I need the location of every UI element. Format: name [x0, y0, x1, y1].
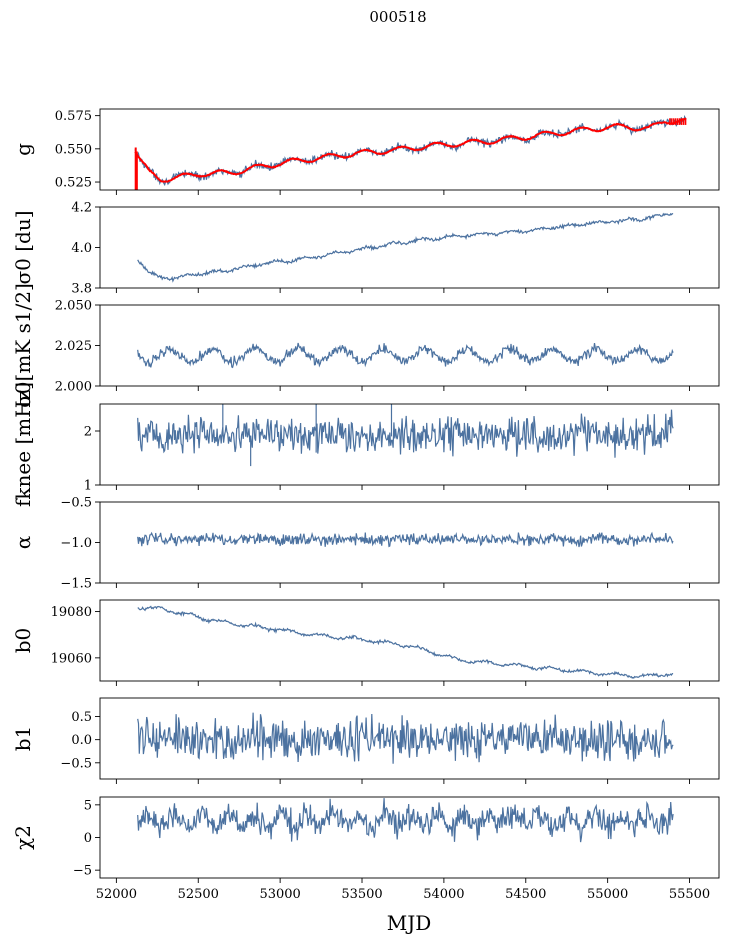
x-tick-label-52000: 52000 [96, 887, 137, 902]
panel-sigma0_du: 3.8 4.0 4.2 σ0 [du] [11, 201, 720, 297]
y-axis-label-b0: b0 [11, 628, 35, 654]
series-line-b1 [137, 712, 674, 764]
y-tick-label-alpha-1: −1.0 [60, 536, 92, 551]
series-line-g [134, 114, 687, 187]
fit-line-g [134, 117, 687, 183]
y-tick-label-g-2: 0.575 [55, 109, 92, 124]
y-tick-label-sigma0_du-0: 3.8 [71, 282, 92, 297]
y-tick-label-sigma0_du-2: 4.2 [71, 201, 92, 216]
series-line-sigma0_du [137, 212, 674, 283]
y-tick-label-g-1: 0.550 [55, 142, 92, 157]
x-tick-label-54500: 54500 [505, 887, 546, 902]
axes-frame-fknee [99, 403, 720, 486]
y-tick-label-sigma0_du-1: 4.0 [71, 241, 92, 256]
y-tick-label-fknee-1: 2 [84, 425, 92, 440]
x-tick-label-55000: 55000 [587, 887, 628, 902]
y-axis-label-alpha: α [11, 536, 35, 550]
x-tick-label-55500: 55500 [669, 887, 710, 902]
y-tick-label-sigma0_mk-0: 2.000 [55, 380, 92, 395]
series-line-chi2 [137, 798, 674, 843]
y-tick-label-g-0: 0.525 [55, 176, 92, 191]
axes-frame-b1 [99, 697, 720, 780]
series-line-alpha [137, 531, 674, 548]
panel-g: 0.525 0.550 0.575 g [11, 108, 720, 195]
series-group-g [134, 114, 687, 190]
series-group-b1 [137, 712, 674, 764]
y-axis-label-fknee: fknee [mHz] [11, 382, 35, 507]
y-tick-label-chi2-1: 0 [84, 831, 92, 846]
y-tick-label-b0-1: 19080 [51, 605, 92, 620]
y-tick-label-alpha-2: −0.5 [60, 496, 92, 511]
x-tick-label-53500: 53500 [341, 887, 382, 902]
axes-frame-g [99, 108, 720, 191]
series-group-sigma0_mk [137, 342, 674, 369]
y-tick-label-b1-0: −0.5 [60, 756, 92, 771]
y-tick-label-b1-2: 0.5 [71, 710, 92, 725]
y-tick-label-b0-0: 19060 [51, 651, 92, 666]
panel-fknee: 1 2 fknee [mHz] [11, 382, 720, 507]
y-tick-label-chi2-0: −5 [73, 864, 92, 879]
panel-b1: −0.5 0.0 0.5 b1 [11, 697, 720, 784]
y-axis-label-b1: b1 [11, 726, 35, 752]
panel-chi2: 52000 52500 53000 53500 54000 54500 55000 55500… [11, 796, 720, 902]
panel-sigma0_mk: 2.000 2.025 2.050 σ0[mK s1/2] [11, 283, 720, 408]
series-group-fknee [137, 404, 674, 467]
x-tick-label-52500: 52500 [178, 887, 219, 902]
series-line-sigma0_mk [137, 342, 674, 369]
y-tick-label-fknee-0: 1 [84, 479, 92, 494]
y-tick-label-b1-1: 0.0 [71, 733, 92, 748]
axes-frame-sigma0_mk [99, 304, 720, 387]
axes-frame-chi2 [99, 796, 720, 879]
y-tick-label-sigma0_mk-1: 2.025 [55, 339, 92, 354]
x-tick-label-54000: 54000 [423, 887, 464, 902]
series-group-b0 [137, 605, 674, 679]
y-tick-label-chi2-2: 5 [84, 798, 92, 813]
y-tick-label-alpha-0: −1.5 [60, 577, 92, 592]
y-axis-label-sigma0_du: σ0 [du] [11, 210, 35, 284]
y-axis-label-chi2: χ2 [11, 825, 35, 850]
series-group-chi2 [137, 798, 674, 843]
panel-b0: 19060 19080 b0 [11, 599, 720, 686]
y-tick-label-sigma0_mk-2: 2.050 [55, 299, 92, 314]
y-axis-label-g: g [11, 143, 35, 156]
series-line-b0 [137, 605, 674, 679]
x-axis-label: MJD [387, 911, 432, 935]
y-axis-label-sigma0_mk: σ0[mK s1/2] [11, 283, 35, 408]
x-tick-label-53000: 53000 [259, 887, 300, 902]
series-group-alpha [137, 531, 674, 548]
axes-frame-b0 [99, 599, 720, 682]
series-group-sigma0_du [137, 212, 674, 283]
series-line-fknee [137, 409, 674, 458]
suptitle: 000518 [369, 8, 426, 26]
panel-alpha: −1.5 −1.0 −0.5 α [11, 496, 720, 592]
